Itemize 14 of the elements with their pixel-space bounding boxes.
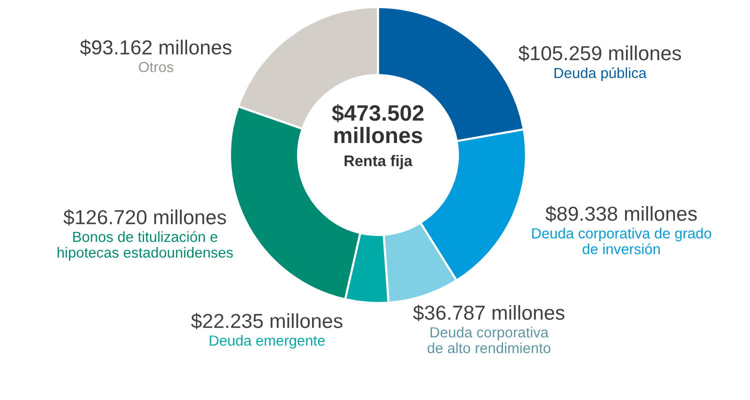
- data-label: $105.259 millones: [518, 45, 682, 62]
- data-label: $126.720 millones: [64, 209, 226, 226]
- data-label: $22.235 millones: [191, 312, 342, 330]
- slice-label: Deuda corporativa de grado de inversión: [532, 228, 712, 254]
- slice-label: Deuda emergente: [210, 335, 325, 349]
- slice-label: Otros: [138, 62, 174, 72]
- data-label: $36.787 millones: [413, 304, 564, 322]
- slice-label: Bonos de titulización e hipotecas estadounidenses: [58, 231, 233, 261]
- text: $473.502 millones: [332, 104, 424, 144]
- text: Renta fija: [344, 155, 412, 170]
- slice-label: Deuda pública: [554, 67, 647, 82]
- data-label: $89.338 millones: [545, 206, 697, 222]
- slice-label: Deuda corporativa de alto rendimiento: [428, 326, 550, 354]
- data-label: $93.162 millones: [80, 39, 232, 56]
